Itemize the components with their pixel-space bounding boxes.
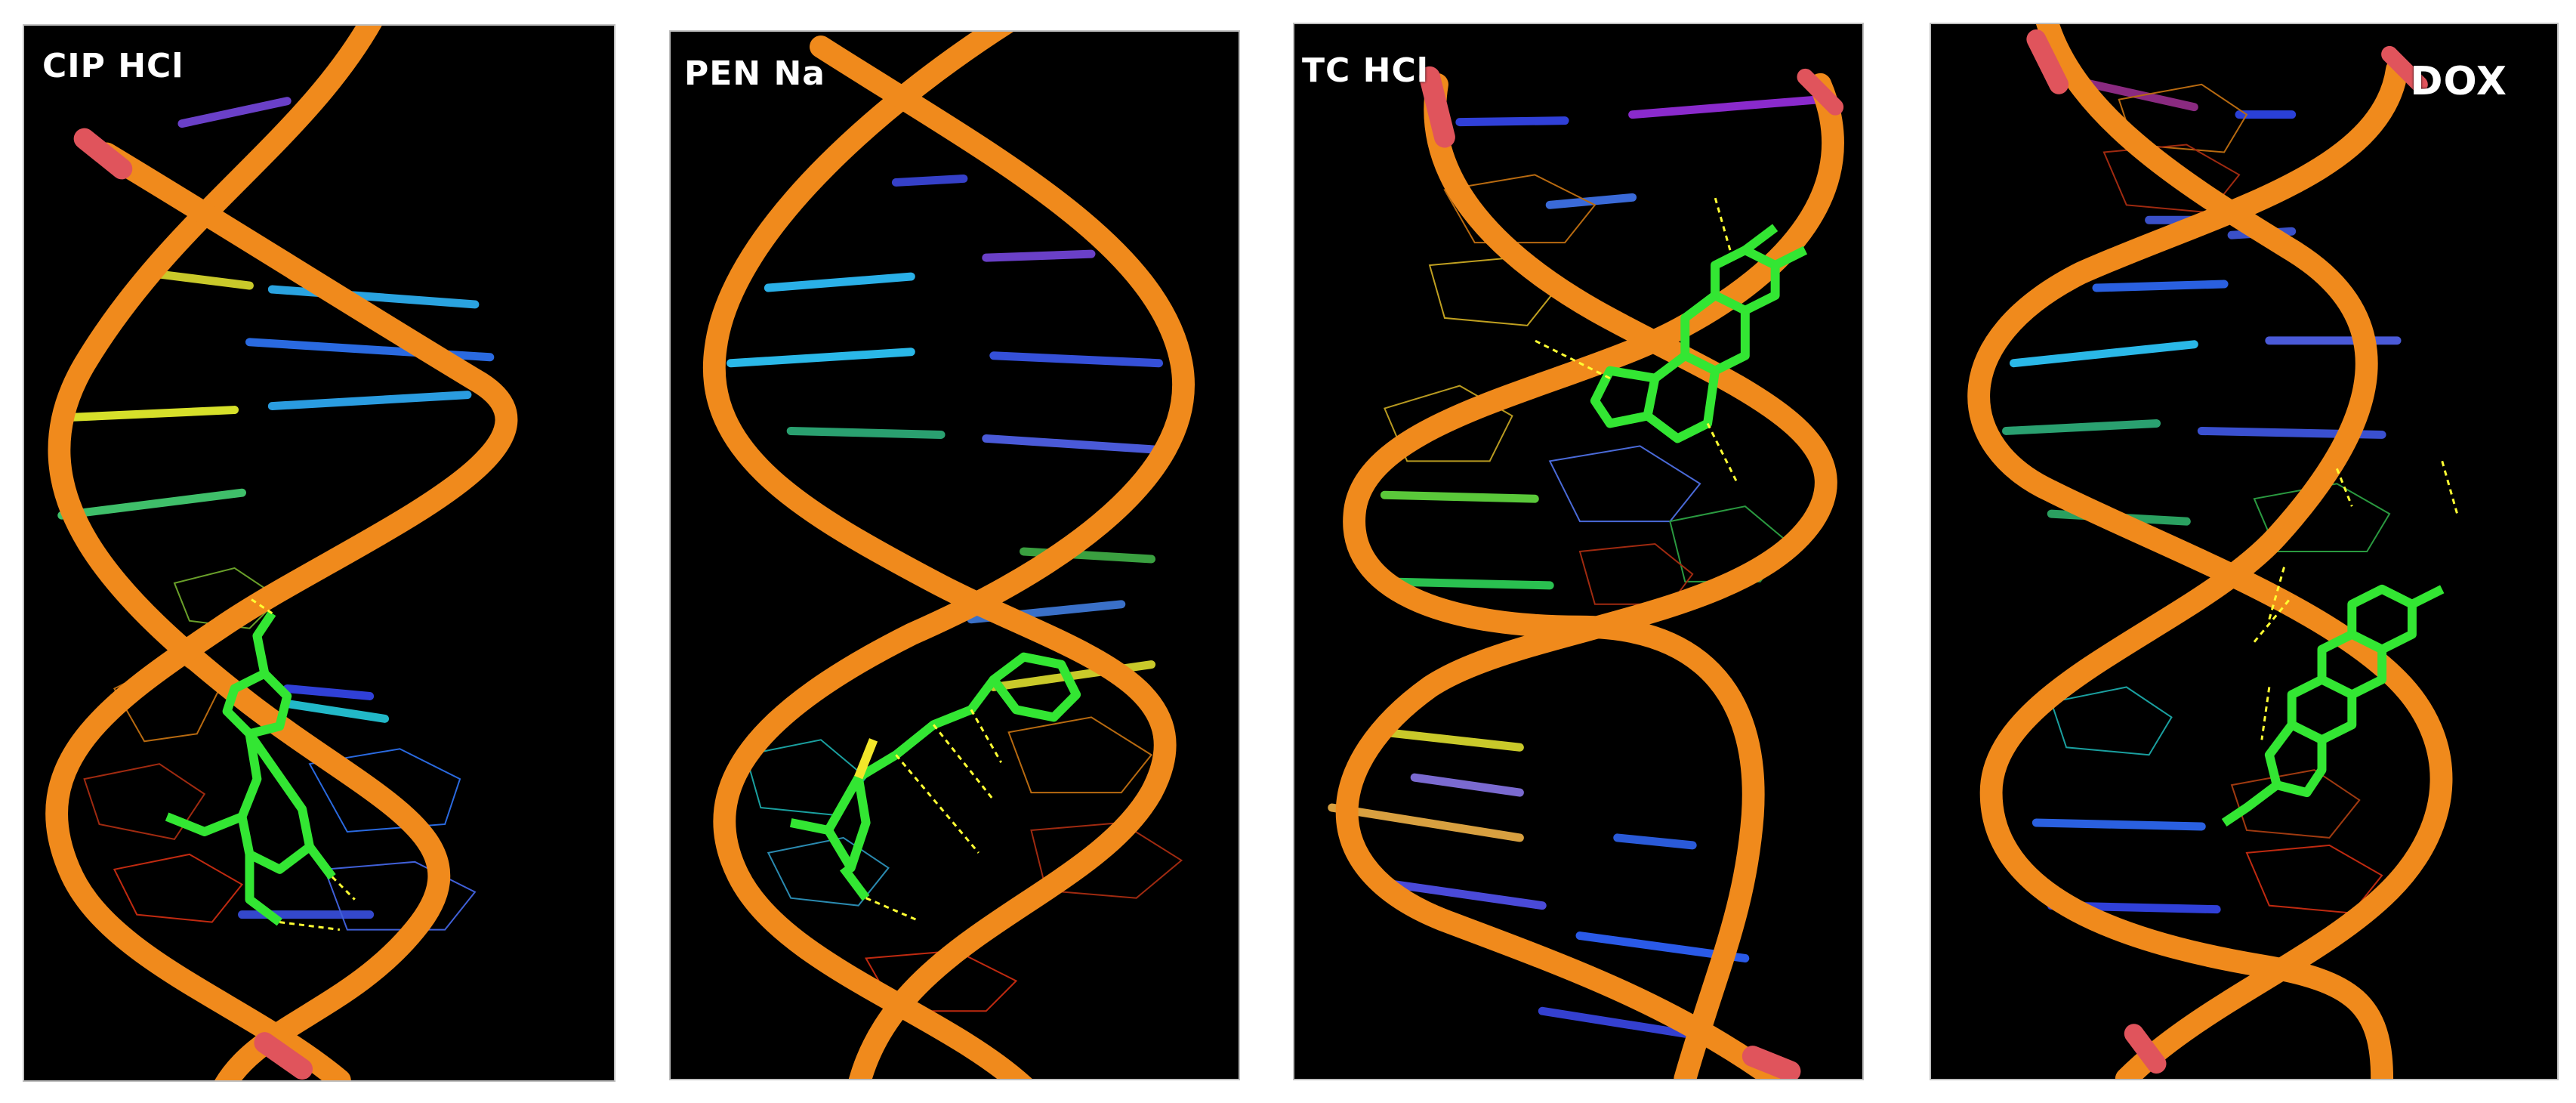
backbone-strand xyxy=(703,32,1177,1079)
backbone-strand xyxy=(713,35,1195,1079)
ligand-molecule xyxy=(1590,224,1808,443)
hydrogen-bonds xyxy=(2253,460,2459,740)
panel-tc-hcl: TC HCl xyxy=(1293,23,1864,1080)
hydrogen-bonds xyxy=(248,597,356,932)
base-pairs xyxy=(57,97,495,919)
ligand-molecule xyxy=(2221,584,2445,826)
hydrogen-bonds xyxy=(1534,196,1739,484)
backbone-strand xyxy=(1967,57,2453,1079)
dna-helix-tchcl-image xyxy=(1328,66,1844,1079)
dna-helix-ciphcl-image xyxy=(45,26,518,1080)
panel-dox: DOX xyxy=(1930,23,2559,1080)
panel-label: CIP HCl xyxy=(42,47,184,85)
backbone-strand xyxy=(45,142,518,1080)
base-pairs xyxy=(1328,95,1825,1038)
panel-label: PEN Na xyxy=(684,54,825,93)
panel-pen-na: PEN Na xyxy=(669,30,1240,1080)
nucleotide-wires xyxy=(745,716,1183,1012)
dna-helix-dox-image xyxy=(1967,24,2459,1079)
panel-label: DOX xyxy=(2410,59,2507,104)
base-pairs xyxy=(727,174,1164,691)
hydrogen-bonds xyxy=(865,709,1002,922)
ligand-molecule xyxy=(789,652,1081,901)
panel-label: TC HCl xyxy=(1302,51,1429,90)
panel-cip-hcl: CIP HCl xyxy=(23,24,615,1082)
dna-helix-penna-image xyxy=(703,32,1195,1079)
backbone-strand xyxy=(1979,24,2394,1079)
ligand-molecule xyxy=(165,610,336,926)
